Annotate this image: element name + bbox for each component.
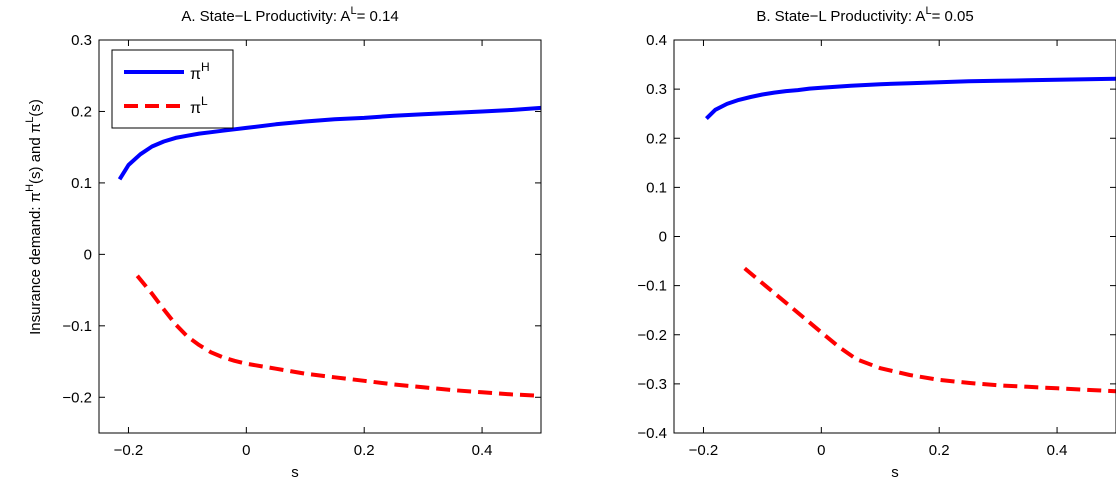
y-tick-label: −0.3 [637,376,667,393]
x-tick-label: 0.2 [354,442,375,459]
legend-box [111,49,234,129]
series-line-pi-h [117,105,542,181]
panel-a: A. State−L Productivity: AL= 0.14 Insura… [24,5,542,481]
y-tick-label: −0.2 [637,327,667,344]
panel-b-plot-frame [673,39,1116,434]
x-tick-label: −0.2 [114,442,144,459]
y-tick-label: 0.2 [71,103,92,120]
x-tick-label: 0 [242,442,250,459]
legend-label-pi-h: πH [190,60,210,83]
y-tick-label: −0.1 [637,278,667,295]
panel-b: B. State−L Productivity: AL= 0.05 s −0.2… [637,5,1116,481]
y-tick-label: −0.1 [62,318,92,335]
y-tick-label: 0 [84,246,92,263]
x-tick-label: 0 [817,442,825,459]
y-tick-label: −0.4 [637,425,667,442]
y-tick-label: 0.1 [71,175,92,192]
legend: πH πL [111,49,234,129]
panel-b-ticks: −0.2 0 0.2 0.4 −0.4 −0.3 −0.2 −0.1 0 0.1 0.2 0.3 0.4 [637,32,1116,459]
y-tick-label: −0.2 [62,389,92,406]
panel-a-y-axis-label: Insurance demand: πH(s) and πL(s) [24,99,44,335]
x-tick-label: 0.4 [1047,442,1068,459]
y-tick-label: 0.1 [646,179,667,196]
series-line-pi-l [135,274,542,398]
panel-a-x-axis-label: s [291,464,299,481]
panel-a-title: A. State−L Productivity: AL= 0.14 [181,5,398,25]
panel-a-ticks: −0.2 0 0.2 0.4 −0.2 −0.1 0 0.1 0.2 0.3 [62,32,541,459]
y-tick-label: 0.2 [646,130,667,147]
y-tick-label: 0.3 [646,81,667,98]
panel-b-series [704,76,1116,394]
panel-b-x-axis-label: s [891,464,899,481]
series-line-pi-h [704,76,1116,121]
y-tick-label: 0.4 [646,32,667,49]
legend-label-pi-l: πL [190,94,208,117]
x-tick-label: 0.4 [472,442,493,459]
x-tick-label: −0.2 [689,442,719,459]
x-tick-label: 0.2 [929,442,950,459]
panel-a-series [117,105,542,398]
series-line-pi-l [743,266,1116,394]
panel-a-plot-frame [98,39,542,434]
panel-b-title: B. State−L Productivity: AL= 0.05 [756,5,973,25]
y-tick-label: 0.3 [71,32,92,49]
y-tick-label: 0 [659,229,667,246]
